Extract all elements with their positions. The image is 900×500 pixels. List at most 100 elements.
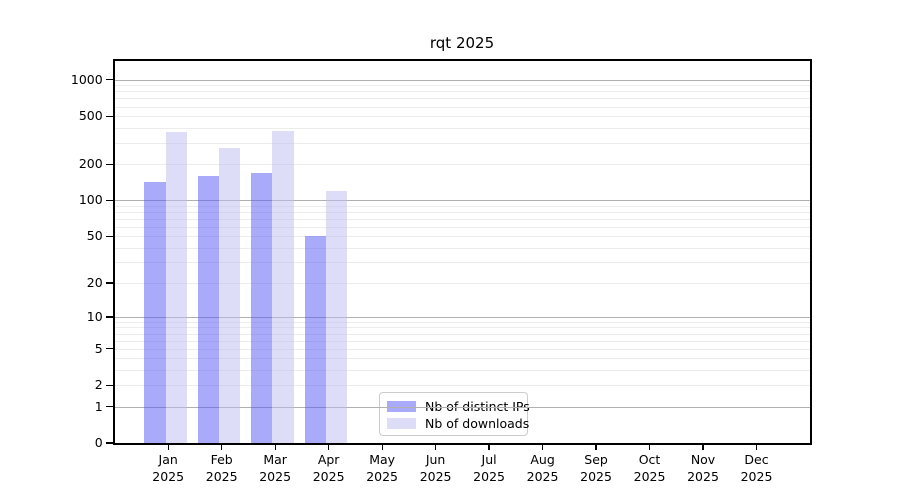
year-label: 2025: [633, 468, 666, 484]
bottom-spine: [113, 443, 812, 445]
month-label: Nov: [690, 452, 716, 467]
x-tick-label-feb: Feb 2025: [195, 452, 249, 485]
minor-gridline: [114, 226, 810, 228]
year-label: 2025: [152, 468, 185, 484]
y-tick-mark: [106, 384, 113, 386]
major-gridline: [114, 316, 810, 318]
top-spine: [113, 59, 812, 61]
y-tick-mark: [106, 348, 113, 350]
y-tick-label: 10: [86, 308, 103, 324]
minor-gridline: [114, 340, 810, 342]
minor-gridline: [114, 321, 810, 323]
year-label: 2025: [473, 468, 505, 484]
x-tick-label-nov: Nov 2025: [676, 452, 730, 485]
y-tick-label: 0: [94, 435, 103, 450]
month-label: Jul: [481, 452, 497, 467]
x-tick-label-may: May 2025: [355, 452, 409, 485]
legend-item-distinct-ips: Nb of distinct IPs: [387, 398, 530, 414]
year-label: 2025: [687, 468, 719, 484]
x-tick-mark: [541, 444, 544, 451]
minor-gridline: [114, 327, 810, 329]
y-tick-mark: [106, 79, 113, 81]
month-label: Jun: [425, 452, 446, 467]
major-gridline: [114, 79, 810, 81]
minor-gridline: [114, 142, 810, 144]
y-tick-label: 100: [78, 192, 103, 208]
year-label: 2025: [580, 468, 612, 484]
minor-gridline: [114, 85, 810, 87]
minor-gridline: [114, 164, 810, 166]
y-tick-label: 500: [78, 108, 103, 124]
minor-gridline: [114, 236, 810, 238]
x-tick-label-aug: Aug 2025: [516, 452, 570, 485]
minor-gridline: [114, 262, 810, 264]
minor-gridline: [114, 370, 810, 372]
x-tick-label-dec: Dec 2025: [730, 452, 784, 485]
month-label: Apr: [317, 452, 340, 467]
year-label: 2025: [740, 468, 773, 484]
year-label: 2025: [419, 468, 452, 484]
legend-swatch-distinct-ips: [387, 400, 416, 412]
y-tick-mark: [106, 316, 113, 318]
y-tick-label: 5: [94, 340, 103, 356]
minor-gridline: [114, 385, 810, 387]
month-label: Dec: [744, 452, 769, 467]
minor-gridline: [114, 218, 810, 220]
y-tick-mark: [106, 442, 113, 444]
y-tick-mark: [106, 163, 113, 165]
y-tick-mark: [106, 199, 113, 202]
x-tick-mark: [381, 444, 383, 451]
minor-gridline: [114, 98, 810, 100]
x-tick-label-sep: Sep 2025: [569, 452, 623, 485]
bar-downloads-mar: [272, 130, 294, 443]
legend-swatch-downloads: [387, 417, 416, 429]
x-tick-label-mar: Mar 2025: [248, 452, 302, 485]
month-label: Oct: [638, 452, 661, 467]
bar-downloads-apr: [325, 191, 348, 443]
minor-gridline: [114, 127, 810, 129]
bar-downloads-jan: [165, 132, 187, 443]
y-tick-label: 200: [78, 156, 103, 172]
minor-gridline: [114, 205, 810, 207]
y-tick-mark: [106, 235, 113, 237]
month-label: May: [369, 452, 396, 467]
x-tick-label-jul: Jul 2025: [462, 452, 516, 485]
minor-gridline: [114, 333, 810, 335]
x-tick-mark: [328, 444, 330, 451]
chart-title: rqt 2025: [429, 34, 495, 52]
x-tick-mark: [167, 444, 169, 451]
year-label: 2025: [366, 468, 399, 484]
minor-gridline: [114, 358, 810, 360]
bar-downloads-feb: [218, 148, 241, 443]
minor-gridline: [114, 247, 810, 249]
x-tick-mark: [221, 444, 223, 451]
y-tick-mark: [106, 282, 113, 284]
x-tick-mark: [648, 444, 651, 451]
x-tick-mark: [435, 444, 437, 451]
y-tick-mark: [106, 405, 113, 408]
minor-gridline: [114, 282, 810, 284]
year-label: 2025: [259, 468, 292, 484]
minor-gridline: [114, 116, 810, 118]
y-tick-label: 20: [86, 274, 103, 290]
bar-distinct-ips-apr: [304, 236, 326, 443]
x-tick-mark: [488, 444, 490, 451]
year-label: 2025: [312, 468, 345, 484]
bar-distinct-ips-mar: [251, 173, 273, 443]
month-label: Mar: [263, 452, 287, 467]
bar-distinct-ips-feb: [197, 176, 219, 443]
x-tick-label-oct: Oct 2025: [623, 452, 677, 485]
x-tick-label-jan: Jan 2025: [141, 452, 195, 485]
legend-label-downloads: Nb of downloads: [425, 415, 530, 431]
year-label: 2025: [526, 468, 559, 484]
legend-label-distinct-ips: Nb of distinct IPs: [425, 398, 530, 414]
legend: Nb of distinct IPs Nb of downloads: [379, 392, 530, 436]
left-spine: [113, 59, 115, 445]
right-spine: [810, 59, 812, 445]
month-label: Jan: [158, 452, 178, 467]
year-label: 2025: [205, 468, 238, 484]
y-tick-label: 2: [94, 377, 103, 393]
y-tick-mark: [106, 115, 113, 117]
minor-gridline: [114, 211, 810, 213]
